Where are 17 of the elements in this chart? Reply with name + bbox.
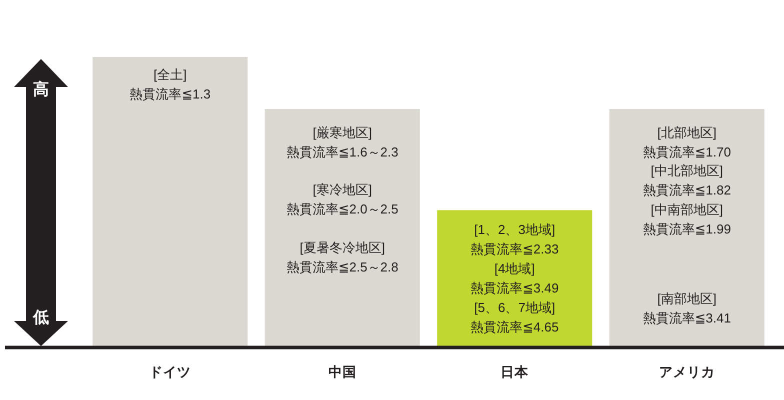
annotation: [寒冷地区] 熱貫流率≦2.0～2.5 xyxy=(286,182,398,216)
x-tick-label: 日本 xyxy=(500,364,530,380)
annotation: [中北部地区] 熱貫流率≦1.82 xyxy=(642,162,731,197)
annotation: 高 xyxy=(33,80,49,98)
annotation: [厳寒地区] 熱貫流率≦1.6～2.3 xyxy=(286,124,398,159)
annotation: [全土] 熱貫流率≦1.3 xyxy=(130,66,211,101)
annotation: [北部地区] 熱貫流率≦1.70 xyxy=(642,124,731,159)
x-tick-label: アメリカ xyxy=(658,364,715,380)
annotation: 低 xyxy=(32,308,49,326)
annotation: [夏暑冬冷地区] 熱貫流率≦2.5～2.8 xyxy=(286,240,398,274)
annotation: [南部地区] 熱貫流率≦3.41 xyxy=(642,290,731,325)
annotation: [4地域] 熱貫流率≦3.49 xyxy=(470,260,559,295)
annotation: [1、2、3地域] 熱貫流率≦2.33 xyxy=(470,222,559,256)
annotation: [5、6、7地域] 熱貫流率≦4.65 xyxy=(470,300,559,334)
x-tick-label: ドイツ xyxy=(149,364,192,380)
annotation: [中南部地区] 熱貫流率≦1.99 xyxy=(642,202,731,236)
x-tick-label: 中国 xyxy=(328,364,356,380)
